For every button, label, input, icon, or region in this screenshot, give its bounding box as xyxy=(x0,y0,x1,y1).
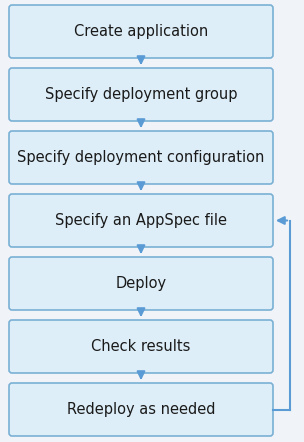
Text: Redeploy as needed: Redeploy as needed xyxy=(67,402,215,417)
FancyBboxPatch shape xyxy=(9,194,273,247)
Text: Specify deployment configuration: Specify deployment configuration xyxy=(17,150,265,165)
FancyBboxPatch shape xyxy=(9,257,273,310)
FancyBboxPatch shape xyxy=(9,68,273,121)
FancyBboxPatch shape xyxy=(9,320,273,373)
FancyBboxPatch shape xyxy=(9,131,273,184)
Text: Create application: Create application xyxy=(74,24,208,39)
Text: Check results: Check results xyxy=(91,339,191,354)
Text: Specify an AppSpec file: Specify an AppSpec file xyxy=(55,213,227,228)
Text: Specify deployment group: Specify deployment group xyxy=(45,87,237,102)
FancyBboxPatch shape xyxy=(9,383,273,436)
FancyBboxPatch shape xyxy=(9,5,273,58)
Text: Deploy: Deploy xyxy=(116,276,167,291)
